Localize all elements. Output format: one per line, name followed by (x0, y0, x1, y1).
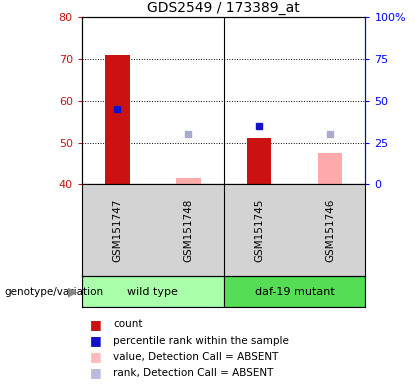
Text: GSM151745: GSM151745 (254, 199, 264, 262)
Text: count: count (113, 319, 143, 329)
Text: wild type: wild type (127, 287, 178, 297)
Text: GSM151746: GSM151746 (325, 199, 335, 262)
Text: ■: ■ (90, 318, 102, 331)
Bar (82, 276, 224, 307)
Bar (105, 55, 130, 184)
Text: GSM151748: GSM151748 (183, 199, 193, 262)
Text: percentile rank within the sample: percentile rank within the sample (113, 336, 289, 346)
Bar (176, 178, 201, 184)
Text: ■: ■ (90, 366, 102, 379)
Text: GSM151747: GSM151747 (112, 199, 122, 262)
Bar (318, 153, 342, 184)
Bar (224, 276, 365, 307)
Text: daf-19 mutant: daf-19 mutant (255, 287, 334, 297)
Title: GDS2549 / 173389_at: GDS2549 / 173389_at (147, 1, 300, 15)
Text: rank, Detection Call = ABSENT: rank, Detection Call = ABSENT (113, 368, 274, 378)
Text: value, Detection Call = ABSENT: value, Detection Call = ABSENT (113, 352, 279, 362)
Text: ▶: ▶ (68, 285, 78, 298)
Bar (247, 138, 271, 184)
Text: ■: ■ (90, 334, 102, 347)
Text: genotype/variation: genotype/variation (4, 287, 103, 297)
Text: ■: ■ (90, 350, 102, 363)
